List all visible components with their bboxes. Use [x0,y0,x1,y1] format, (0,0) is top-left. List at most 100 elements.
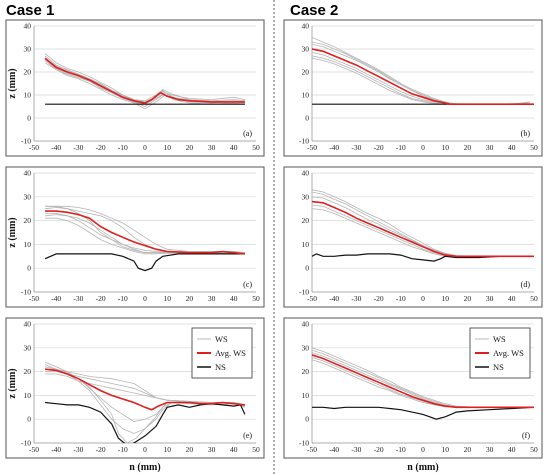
xtick-label: -20 [374,445,384,454]
xtick-label: -20 [374,143,384,152]
ytick-label: 0 [305,114,309,123]
xtick-label: 40 [508,294,516,303]
xtick-label: -10 [396,294,406,303]
xtick-label: 0 [143,143,147,152]
ws-series-line [45,373,245,406]
ytick-label: 20 [302,68,310,77]
plot-area [312,347,534,420]
xtick-label: 0 [143,294,147,303]
xtick-label: 10 [441,143,449,152]
ns-series-line [45,401,246,443]
ytick-label: 0 [27,114,31,123]
xtick-label: 0 [143,445,147,454]
xtick-label: 0 [421,143,425,152]
plot-area [44,361,246,443]
ns-series-line [44,253,245,272]
ytick-label: 20 [24,216,32,225]
xtick-label: -10 [396,445,406,454]
avg-ws-series-line [45,210,245,255]
legend-ws-label: WS [215,334,228,344]
ns-series-line [312,253,534,262]
ytick-label: 10 [24,91,32,100]
ytick-label: 40 [24,320,32,329]
xtick-label: -40 [51,143,61,152]
ytick-label: 30 [24,192,32,201]
ytick-label: 10 [24,391,32,400]
xtick-label: 20 [464,445,472,454]
panel-label: (a) [243,129,252,138]
xtick-label: 30 [486,445,494,454]
legend-ws-label: WS [493,334,506,344]
panel-label: (f) [522,431,530,440]
ytick-label: 10 [302,391,310,400]
ytick-label: 40 [24,169,32,178]
panel-b: -10 0 10 20 30 40 -50 -40 -30 -20 -10 0 10 20 30 40 50 (b… [283,19,543,157]
ytick-label: -10 [21,137,31,146]
avg-ws-series-line [45,368,245,411]
xtick-label: 20 [186,294,194,303]
xtick-label: 40 [230,143,238,152]
xtick-label: -20 [96,445,106,454]
panel-c: -10 0 10 20 30 40 -50 -40 -30 -20 -10 0 10 20 30 40 50(c… [5,166,265,308]
ytick-label: 20 [24,367,32,376]
xtick-label: 30 [208,143,216,152]
ytick-label: 30 [302,45,310,54]
xtick-label: 40 [230,445,238,454]
xtick-label: -50 [29,143,39,152]
xtick-label: 20 [464,143,472,152]
panel-frame [283,166,543,308]
ytick-label: 40 [24,22,32,31]
case-1-title: Case 1 [6,2,54,19]
plot-area [44,205,245,272]
xtick-label: -50 [307,445,317,454]
xtick-label: -10 [118,143,128,152]
ytick-label: 30 [24,343,32,352]
xtick-label: 20 [186,445,194,454]
xtick-label: 20 [186,143,194,152]
xtick-label: 10 [163,143,171,152]
plot-area [312,37,534,105]
avg-ws-series-line [312,48,534,105]
xtick-label: 10 [441,445,449,454]
ws-series-line [44,62,245,110]
ytick-label: -10 [21,439,31,448]
y-axis-title: z (mm) [7,68,18,98]
xtick-label: -50 [307,294,317,303]
avg-ws-series-line [312,200,534,258]
plot-area [44,53,245,110]
ytick-label: 0 [305,264,309,273]
ytick-label: 0 [27,415,31,424]
xtick-label: -20 [374,294,384,303]
xtick-label: -30 [351,143,361,152]
ytick-label: 30 [302,343,310,352]
legend-avg-ws-label: Avg. WS [215,348,246,358]
xtick-label: -20 [96,143,106,152]
xtick-label: -30 [351,445,361,454]
xtick-label: 30 [208,445,216,454]
xtick-label: -10 [118,445,128,454]
ytick-label: 10 [24,240,32,249]
plot-area [312,189,534,262]
legend-ns-label: NS [493,362,504,372]
xtick-label: 30 [486,143,494,152]
panel-frame [283,19,543,157]
case-2-title: Case 2 [290,2,338,19]
xtick-label: 30 [486,294,494,303]
xtick-label: 50 [530,143,538,152]
xtick-label: 10 [163,445,171,454]
ytick-label: 40 [302,320,310,329]
avg-ws-series-line [44,57,245,104]
ytick-label: 40 [302,169,310,178]
legend-ns-label: NS [215,362,226,372]
xtick-label: 0 [421,294,425,303]
ytick-label: 0 [305,415,309,424]
ytick-label: 30 [302,192,310,201]
ytick-label: -10 [299,439,309,448]
xtick-label: 50 [530,294,538,303]
xtick-label: -40 [329,143,339,152]
xtick-label: -40 [329,445,339,454]
panel-f: -10 0 10 20 30 40 -50 -40 -30 -20 -10 0 10 20 30 40 50(f… [283,317,543,473]
panel-label: (c) [243,280,252,289]
xtick-label: 30 [208,294,216,303]
